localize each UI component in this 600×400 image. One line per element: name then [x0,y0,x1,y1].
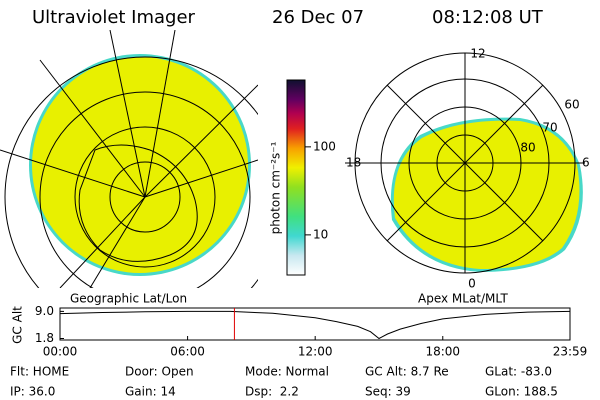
x-tick-label: 00:00 [43,345,78,359]
info-field: GC Alt: 8.7 Re [365,365,449,379]
plot-frame [59,307,571,341]
info-field: Gain: 14 [125,385,176,399]
geo-map [0,30,258,288]
x-tick-label: 12:00 [298,345,333,359]
info-field: GLon: 188.5 [485,385,558,399]
info-field: IP: 36.0 [10,385,55,399]
mlt-label: 0 [468,277,476,291]
info-field: Dsp: 2.2 [245,385,299,399]
lat-label: 70 [542,121,557,135]
info-field: Flt: HOME [10,365,69,379]
mlt-label: 6 [582,156,590,170]
info-field: Mode: Normal [245,365,329,379]
y-axis-label: GC Alt [11,306,25,344]
mlt-map [345,52,585,274]
y-tick-label: 9.0 [35,304,54,318]
lat-label: 80 [520,141,535,155]
y-tick-label: 1.8 [35,331,54,345]
x-tick-label: 06:00 [170,345,205,359]
colorbar-tick-label: 100 [313,139,336,153]
x-tick-label: 23:59 [553,345,588,359]
x-tick-label: 18:00 [425,345,460,359]
colorbar-label: photon cm⁻²s⁻¹ [269,141,283,234]
mlt-caption: Apex MLat/MLT [418,292,508,306]
info-field: Door: Open [125,365,194,379]
info-field: Seq: 39 [365,385,411,399]
mlt-label: 18 [346,156,361,170]
title: Ultraviolet Imager [32,7,196,28]
lat-label: 60 [564,98,579,112]
colorbar-tick-label: 10 [313,227,328,241]
time: 08:12:08 UT [432,7,544,28]
info-field: GLat: -83.0 [485,365,552,379]
mlt-label: 12 [470,47,485,61]
date: 26 Dec 07 [272,7,364,28]
colorbar [286,79,306,276]
geo-label: Geographic Lat/Lon [70,292,187,306]
altitude-curve [59,310,571,340]
